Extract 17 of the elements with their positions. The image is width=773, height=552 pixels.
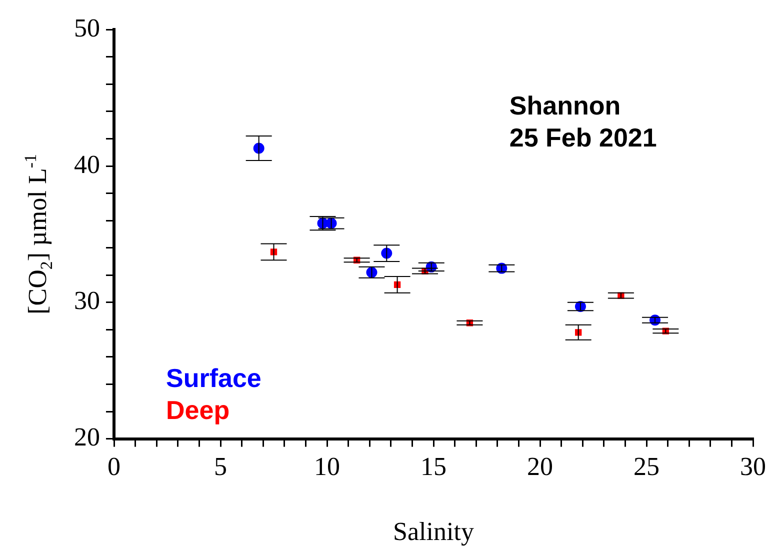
y-tick-label: 50 xyxy=(74,13,100,42)
x-tick-label: 5 xyxy=(214,452,227,482)
x-tick-label: 0 xyxy=(108,452,120,482)
x-tick-label: 25 xyxy=(634,452,660,482)
text: Deep xyxy=(166,394,230,425)
y-axis-title: [CO2] µmol L-1 xyxy=(21,154,56,314)
x-tick-label: 15 xyxy=(420,452,446,482)
x-tick-label: 30 xyxy=(740,452,766,482)
y-tick-label: 40 xyxy=(74,150,100,179)
text: 25 Feb 2021 xyxy=(509,122,657,153)
y-tick-label: 30 xyxy=(74,286,100,316)
text: Surface xyxy=(166,362,262,393)
x-tick-label: 20 xyxy=(527,452,553,482)
x-axis-title: Salinity xyxy=(393,517,474,546)
y-tick-label: 20 xyxy=(74,422,100,452)
x-tick-label: 10 xyxy=(314,452,340,482)
text: Shannon xyxy=(509,90,621,121)
